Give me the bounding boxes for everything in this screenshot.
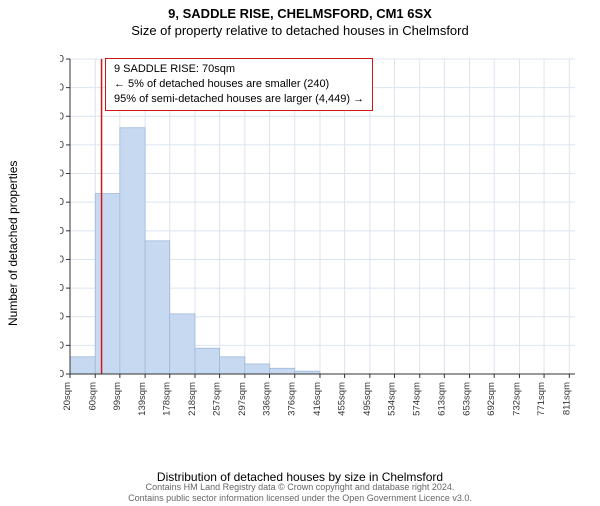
svg-text:771sqm: 771sqm [536, 382, 547, 416]
svg-text:1800: 1800 [60, 111, 64, 122]
svg-text:257sqm: 257sqm [212, 382, 223, 416]
svg-text:455sqm: 455sqm [337, 382, 348, 416]
svg-text:1200: 1200 [60, 197, 64, 208]
info-line-2: ← 5% of detached houses are smaller (240… [114, 77, 364, 92]
svg-text:1000: 1000 [60, 226, 64, 237]
footer-attribution: Contains HM Land Registry data © Crown c… [0, 482, 600, 504]
svg-text:1400: 1400 [60, 169, 64, 180]
info-line-3: 95% of semi-detached houses are larger (… [114, 92, 364, 107]
svg-text:400: 400 [60, 312, 64, 323]
svg-text:692sqm: 692sqm [486, 382, 497, 416]
svg-text:732sqm: 732sqm [511, 382, 522, 416]
svg-text:376sqm: 376sqm [287, 382, 298, 416]
svg-text:653sqm: 653sqm [462, 382, 473, 416]
svg-text:811sqm: 811sqm [561, 382, 572, 415]
svg-text:0: 0 [60, 369, 64, 380]
svg-text:800: 800 [60, 254, 64, 265]
svg-text:218sqm: 218sqm [187, 382, 198, 416]
svg-text:178sqm: 178sqm [162, 382, 173, 416]
info-box: 9 SADDLE RISE: 70sqm ← 5% of detached ho… [105, 58, 373, 111]
chart-title-sub: Size of property relative to detached ho… [0, 23, 600, 38]
svg-text:139sqm: 139sqm [137, 382, 148, 416]
svg-text:495sqm: 495sqm [362, 382, 373, 416]
svg-text:416sqm: 416sqm [312, 382, 323, 416]
svg-text:20sqm: 20sqm [62, 382, 73, 411]
chart-title-main: 9, SADDLE RISE, CHELMSFORD, CM1 6SX [0, 6, 600, 21]
footer-line-2: Contains public sector information licen… [0, 493, 600, 504]
svg-text:297sqm: 297sqm [237, 382, 248, 416]
svg-text:1600: 1600 [60, 140, 64, 151]
svg-text:2200: 2200 [60, 54, 64, 65]
svg-text:60sqm: 60sqm [87, 382, 98, 411]
y-axis-label: Number of detached properties [6, 161, 20, 326]
svg-text:2000: 2000 [60, 83, 64, 94]
svg-text:600: 600 [60, 283, 64, 294]
svg-text:99sqm: 99sqm [112, 382, 123, 411]
svg-text:336sqm: 336sqm [261, 382, 272, 416]
footer-line-1: Contains HM Land Registry data © Crown c… [0, 482, 600, 493]
svg-text:574sqm: 574sqm [412, 382, 423, 416]
svg-text:200: 200 [60, 340, 64, 351]
svg-text:613sqm: 613sqm [436, 382, 447, 416]
svg-text:534sqm: 534sqm [386, 382, 397, 416]
info-line-1: 9 SADDLE RISE: 70sqm [114, 62, 364, 77]
